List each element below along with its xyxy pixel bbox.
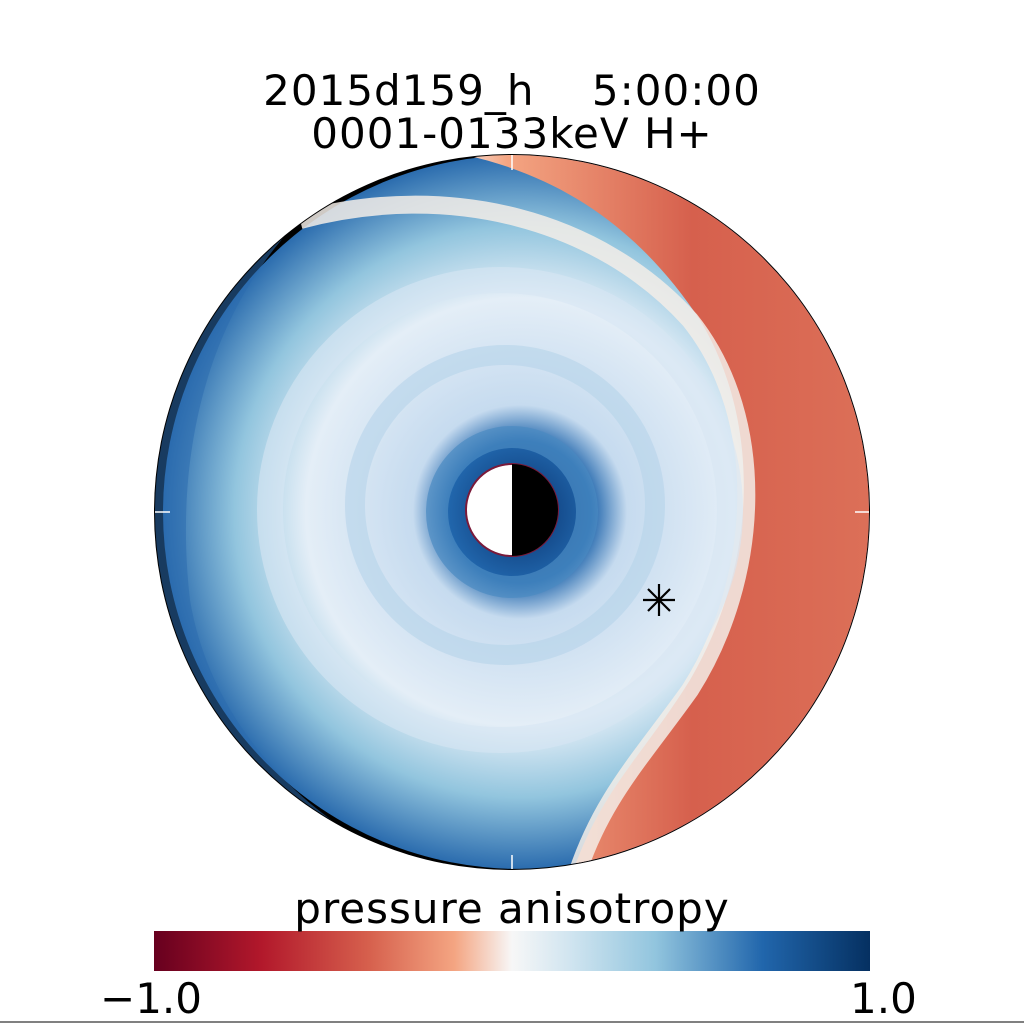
earth-icon [465, 463, 559, 557]
core-ring [426, 426, 598, 598]
transition-band [297, 195, 756, 869]
inner-ring [345, 345, 665, 665]
anisotropy-disk [155, 155, 869, 869]
outer-ring [257, 267, 743, 753]
colorbar-min-label: −1.0 [100, 974, 202, 1023]
satellite-asterisk-icon [643, 584, 675, 616]
chart-title-line2: 0001-0133keV H+ [311, 109, 713, 158]
chart-title-line1: 2015d159_h 5:00:00 [263, 66, 761, 115]
colorbar-max-label: 1.0 [850, 974, 917, 1023]
nightside-dark-edge [155, 230, 420, 869]
colorbar [154, 931, 870, 971]
colorbar-label: pressure anisotropy [294, 884, 730, 933]
